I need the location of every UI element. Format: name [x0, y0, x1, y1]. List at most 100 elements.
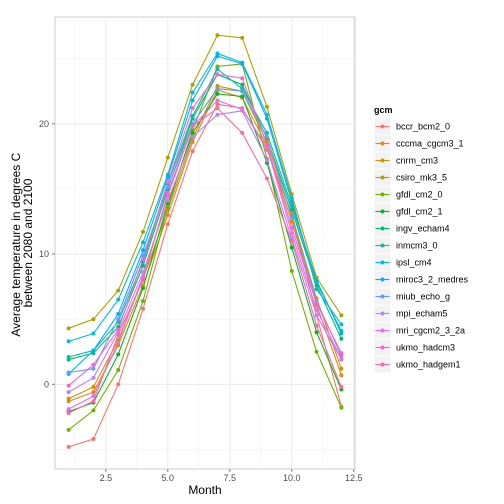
data-point-gfdl_cm2_0 — [289, 269, 294, 274]
series-line-gfdl_cm2_0 — [68, 63, 342, 431]
data-point-ipsl_cm4 — [264, 112, 269, 117]
data-point-miub_echo_g — [240, 89, 245, 94]
data-point-miroc3_2_medres — [141, 248, 146, 253]
legend-label-gfdl_cm2_0: gfdl_cm2_0 — [396, 190, 443, 200]
data-point-miub_echo_g — [91, 366, 96, 371]
data-point-cccma_cgcm3_1 — [165, 212, 170, 217]
legend-key-point-mri_cgcm2_3_2a — [380, 328, 385, 333]
data-point-ukmo_hadgem1 — [165, 190, 170, 195]
data-point-bccr_bcm2_0 — [165, 222, 170, 227]
data-point-gfdl_cm2_0 — [165, 205, 170, 210]
x-tick-label: 12.5 — [345, 473, 363, 483]
y-axis-title-line-1: Average temperature in degrees C — [9, 152, 23, 336]
data-point-inmcm3_0 — [190, 113, 195, 118]
data-point-ipsl_cm4 — [66, 339, 71, 344]
x-tick-label: 7.5 — [224, 473, 237, 483]
data-point-csiro_mk3_5 — [215, 33, 220, 38]
legend-label-cccma_cgcm3_1: cccma_cgcm3_1 — [396, 139, 464, 149]
data-point-miub_echo_g — [141, 253, 146, 258]
data-point-ukmo_hadcm3 — [314, 301, 319, 306]
series-line-miub_echo_g — [68, 88, 342, 374]
x-tick-label: 10.0 — [283, 473, 301, 483]
data-point-ipsl_cm4 — [91, 331, 96, 336]
data-point-inmcm3_0 — [289, 203, 294, 208]
data-point-bccr_bcm2_0 — [190, 149, 195, 154]
legend-key-point-ingv_echam4 — [380, 226, 385, 231]
legend-key-point-csiro_mk3_5 — [380, 175, 385, 180]
y-tick-label: 0 — [44, 379, 49, 389]
y-axis-title-line-2: between 2080 and 2100 — [21, 178, 35, 307]
series-line-cnrm_cm3 — [68, 85, 342, 400]
series-points — [66, 33, 344, 449]
data-point-gfdl_cm2_0 — [141, 298, 146, 303]
plot-panel — [54, 16, 356, 470]
data-point-gfdl_cm2_1 — [215, 91, 220, 96]
data-point-mpi_echam5 — [190, 134, 195, 139]
data-point-csiro_mk3_5 — [339, 313, 344, 318]
y-axis-ticks: 0 10 20 — [39, 119, 55, 389]
data-point-ingv_echam4 — [339, 336, 344, 341]
data-point-mpi_echam5 — [264, 158, 269, 163]
data-point-ukmo_hadcm3 — [190, 106, 195, 111]
legend-label-gfdl_cm2_1: gfdl_cm2_1 — [396, 207, 443, 217]
data-point-mpi_echam5 — [66, 390, 71, 395]
data-point-ukmo_hadgem1 — [91, 399, 96, 404]
data-point-ukmo_hadcm3 — [165, 180, 170, 185]
data-point-mpi_echam5 — [215, 112, 220, 117]
data-point-mri_cgcm2_3_2a — [116, 340, 121, 345]
data-point-ipsl_cm4 — [314, 287, 319, 292]
data-point-ukmo_hadcm3 — [240, 76, 245, 81]
data-point-csiro_mk3_5 — [264, 104, 269, 109]
legend-key-point-inmcm3_0 — [380, 243, 385, 248]
data-point-ukmo_hadgem1 — [190, 124, 195, 129]
data-point-ukmo_hadgem1 — [314, 323, 319, 328]
data-point-gfdl_cm2_1 — [240, 94, 245, 99]
data-point-gfdl_cm2_1 — [289, 245, 294, 250]
data-point-mpi_echam5 — [314, 313, 319, 318]
data-point-csiro_mk3_5 — [190, 82, 195, 87]
legend-key-point-cnrm_cm3 — [380, 158, 385, 163]
data-point-mri_cgcm2_3_2a — [314, 308, 319, 313]
legend-label-miroc3_2_medres: miroc3_2_medres — [396, 275, 469, 285]
data-point-cnrm_cm3 — [339, 366, 344, 371]
data-point-miroc3_2_medres — [116, 311, 121, 316]
data-point-ukmo_hadgem1 — [66, 410, 71, 415]
data-point-ukmo_hadgem1 — [289, 239, 294, 244]
data-point-ingv_echam4 — [141, 263, 146, 268]
data-point-csiro_mk3_5 — [240, 35, 245, 40]
data-point-miroc3_2_medres — [289, 199, 294, 204]
data-point-bccr_bcm2_0 — [215, 102, 220, 107]
series-line-mpi_echam5 — [68, 110, 342, 393]
legend-key-point-ukmo_hadgem1 — [380, 362, 385, 367]
data-point-gfdl_cm2_1 — [141, 285, 146, 290]
data-point-gfdl_cm2_1 — [116, 352, 121, 357]
legend-key-point-gfdl_cm2_1 — [380, 209, 385, 214]
legend-label-mri_cgcm2_3_2a: mri_cgcm2_3_2a — [396, 326, 465, 336]
data-point-miroc3_2_medres — [264, 116, 269, 121]
data-point-cnrm_cm3 — [91, 384, 96, 389]
data-point-ukmo_hadcm3 — [289, 226, 294, 231]
legend-label-bccr_bcm2_0: bccr_bcm2_0 — [396, 122, 450, 132]
data-point-gfdl_cm2_0 — [91, 408, 96, 413]
legend-key-point-bccr_bcm2_0 — [380, 124, 385, 129]
legend-key-point-ukmo_hadcm3 — [380, 345, 385, 350]
legend-label-mpi_echam5: mpi_echam5 — [396, 309, 448, 319]
data-point-bccr_bcm2_0 — [141, 306, 146, 311]
data-point-cccma_cgcm3_1 — [190, 140, 195, 145]
legend-key-point-miub_echo_g — [380, 294, 385, 299]
data-point-mri_cgcm2_3_2a — [91, 394, 96, 399]
data-point-mri_cgcm2_3_2a — [289, 231, 294, 236]
series-line-ukmo_hadcm3 — [68, 73, 342, 387]
data-point-ukmo_hadgem1 — [240, 130, 245, 135]
data-point-mri_cgcm2_3_2a — [339, 356, 344, 361]
series-line-cccma_cgcm3_1 — [68, 89, 342, 402]
data-point-miroc3_2_medres — [240, 61, 245, 66]
data-point-mpi_echam5 — [141, 270, 146, 275]
data-point-csiro_mk3_5 — [289, 192, 294, 197]
legend-key-point-cccma_cgcm3_1 — [380, 141, 385, 146]
data-point-mri_cgcm2_3_2a — [141, 274, 146, 279]
x-axis-title: Month — [188, 483, 221, 497]
data-point-inmcm3_0 — [264, 130, 269, 135]
data-point-gfdl_cm2_1 — [190, 130, 195, 135]
